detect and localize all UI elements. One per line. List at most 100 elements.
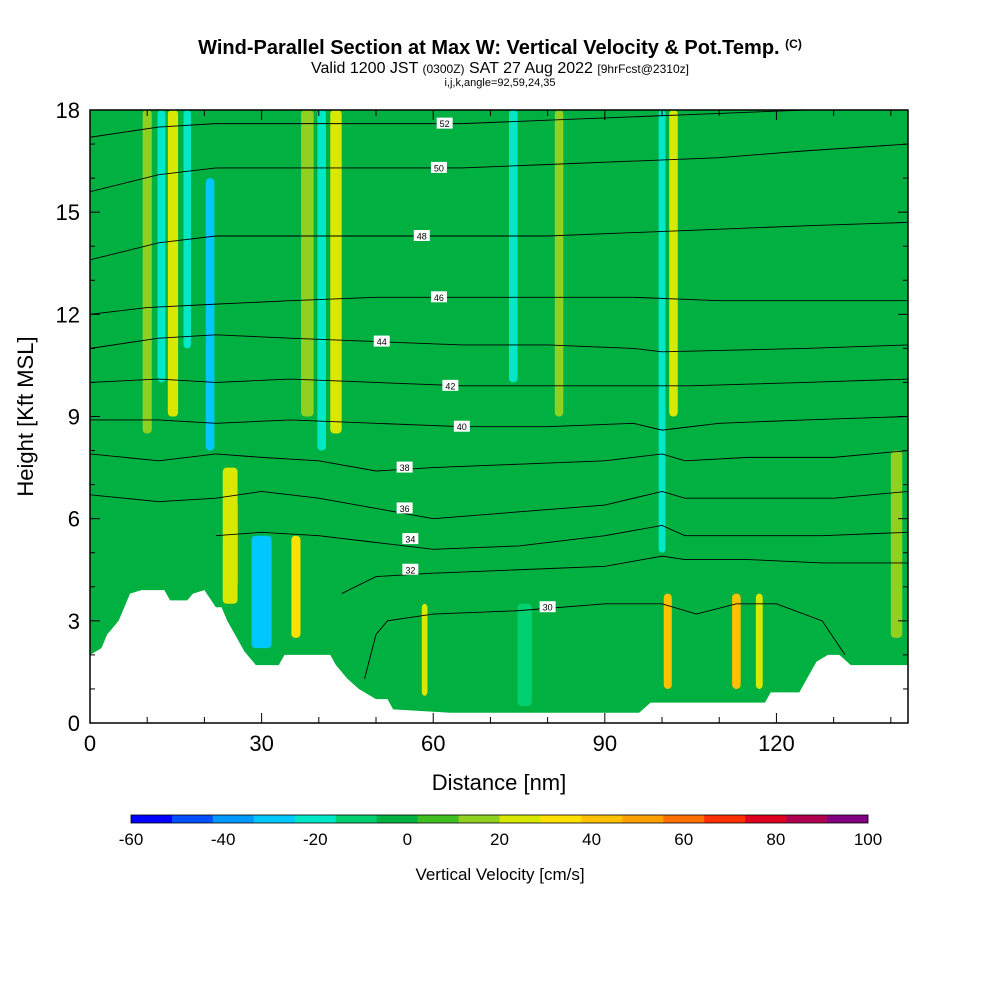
theta-contours: 30 32 34 36 38 40 42 44 46 48 50 52 xyxy=(90,110,908,679)
velocity-feature xyxy=(142,110,152,434)
colorbar-label: Vertical Velocity [cm/s] xyxy=(415,865,584,884)
y-tick-label: 15 xyxy=(56,200,80,225)
velocity-field xyxy=(90,110,908,723)
colorbar-swatch xyxy=(622,815,664,823)
theta-contour-line xyxy=(90,110,908,138)
theta-contour-line xyxy=(90,296,908,315)
theta-contour-line xyxy=(364,603,846,679)
theta-contour-line xyxy=(341,555,908,594)
velocity-feature xyxy=(554,110,564,417)
velocity-feature xyxy=(222,467,238,604)
theta-contour-line xyxy=(90,221,908,261)
y-tick-label: 9 xyxy=(68,405,80,430)
colorbar-tick-label: 0 xyxy=(403,830,412,849)
contour-label: 32 xyxy=(405,565,415,575)
velocity-feature xyxy=(330,110,342,434)
y-tick-label: 3 xyxy=(68,609,80,634)
velocity-feature xyxy=(157,110,166,383)
valid-utc: (0300Z) xyxy=(422,62,465,76)
velocity-feature xyxy=(509,110,518,383)
theta-contour-line xyxy=(90,450,908,472)
valid-date: SAT 27 Aug 2022 xyxy=(469,60,593,77)
colorbar-swatch xyxy=(458,815,500,823)
colorbar-tick-label: 60 xyxy=(674,830,693,849)
contour-label-bg xyxy=(396,461,413,473)
velocity-feature xyxy=(517,603,532,706)
contour-label: 38 xyxy=(400,463,410,473)
colorbar-tick-label: -20 xyxy=(303,830,328,849)
velocity-feature xyxy=(669,110,678,417)
velocity-feature xyxy=(658,110,666,553)
theta-contour-line xyxy=(90,378,908,387)
contour-label-bg xyxy=(539,601,556,613)
velocity-feature xyxy=(291,535,301,638)
colorbar-tick-label: -60 xyxy=(119,830,144,849)
velocity-feature xyxy=(167,110,179,417)
contour-label: 30 xyxy=(543,603,553,613)
x-tick-label: 30 xyxy=(249,731,273,756)
velocity-feature xyxy=(890,450,903,638)
chart-subtitle: Valid 1200 JST (0300Z) SAT 27 Aug 2022 [… xyxy=(0,60,1000,78)
colorbar-swatch xyxy=(212,815,255,823)
theta-contour-line xyxy=(90,143,908,193)
contour-label-bg xyxy=(436,117,453,129)
forecast-info: [9hrFcst@2310z] xyxy=(597,62,689,76)
contour-label-bg xyxy=(430,161,447,173)
colorbar-swatch xyxy=(704,815,746,823)
velocity-feature xyxy=(755,593,763,689)
contour-label-bg xyxy=(396,502,413,514)
theta-contour-line xyxy=(90,416,908,431)
x-axis-label: Distance [nm] xyxy=(432,770,567,795)
velocity-feature xyxy=(663,593,672,689)
x-tick-label: 120 xyxy=(758,731,795,756)
colorbar-frame xyxy=(130,814,869,824)
colorbar-swatch xyxy=(745,815,787,823)
velocity-feature xyxy=(301,110,314,417)
colorbar-swatch xyxy=(171,815,214,823)
colorbar-swatch xyxy=(131,815,173,823)
contour-label-bg xyxy=(373,335,390,347)
colorbar-swatch xyxy=(786,815,828,823)
contour-label-bg xyxy=(402,533,419,545)
velocity-feature xyxy=(732,593,741,689)
grid-indices: i,j,k,angle=92,59,24,35 xyxy=(444,77,556,89)
contour-label: 42 xyxy=(445,381,455,391)
colorbar-swatch xyxy=(294,815,337,823)
theta-contour-line xyxy=(90,334,908,353)
theta-contour-line xyxy=(90,490,908,520)
contour-label: 48 xyxy=(417,232,427,242)
velocity-feature xyxy=(421,603,428,696)
contour-label: 40 xyxy=(457,422,467,432)
chart-title: Wind-Parallel Section at Max W: Vertical… xyxy=(0,37,1000,60)
contour-label-bg xyxy=(453,420,470,432)
valid-time: Valid 1200 JST xyxy=(311,60,419,77)
theta-contour-line xyxy=(215,525,908,550)
contour-label-bg xyxy=(413,230,430,242)
velocity-feature xyxy=(205,178,215,451)
contour-label: 36 xyxy=(400,504,410,514)
copyright-mark: (C) xyxy=(785,37,802,51)
contour-label-bg xyxy=(430,291,447,303)
y-tick-label: 0 xyxy=(68,711,80,736)
colorbar-tick-label: 20 xyxy=(490,830,509,849)
colorbar-swatch xyxy=(253,815,296,823)
contour-label: 52 xyxy=(440,119,450,129)
colorbar-swatch xyxy=(376,815,418,823)
contour-label-bg xyxy=(442,379,459,391)
y-tick-label: 18 xyxy=(56,98,80,123)
y-axis-label: Height [Kft MSL] xyxy=(13,336,38,496)
velocity-feature xyxy=(183,110,191,349)
y-tick-label: 12 xyxy=(56,302,80,327)
x-tick-label: 90 xyxy=(593,731,617,756)
velocity-feature xyxy=(251,535,272,649)
colorbar-swatch xyxy=(417,815,459,823)
contour-label: 44 xyxy=(377,337,387,347)
colorbar-tick-label: 100 xyxy=(854,830,882,849)
colorbar-tick-label: -40 xyxy=(211,830,236,849)
terrain xyxy=(90,590,908,723)
contour-label: 46 xyxy=(434,293,444,303)
contour-label-bg xyxy=(402,563,419,575)
contour-label: 34 xyxy=(405,535,415,545)
